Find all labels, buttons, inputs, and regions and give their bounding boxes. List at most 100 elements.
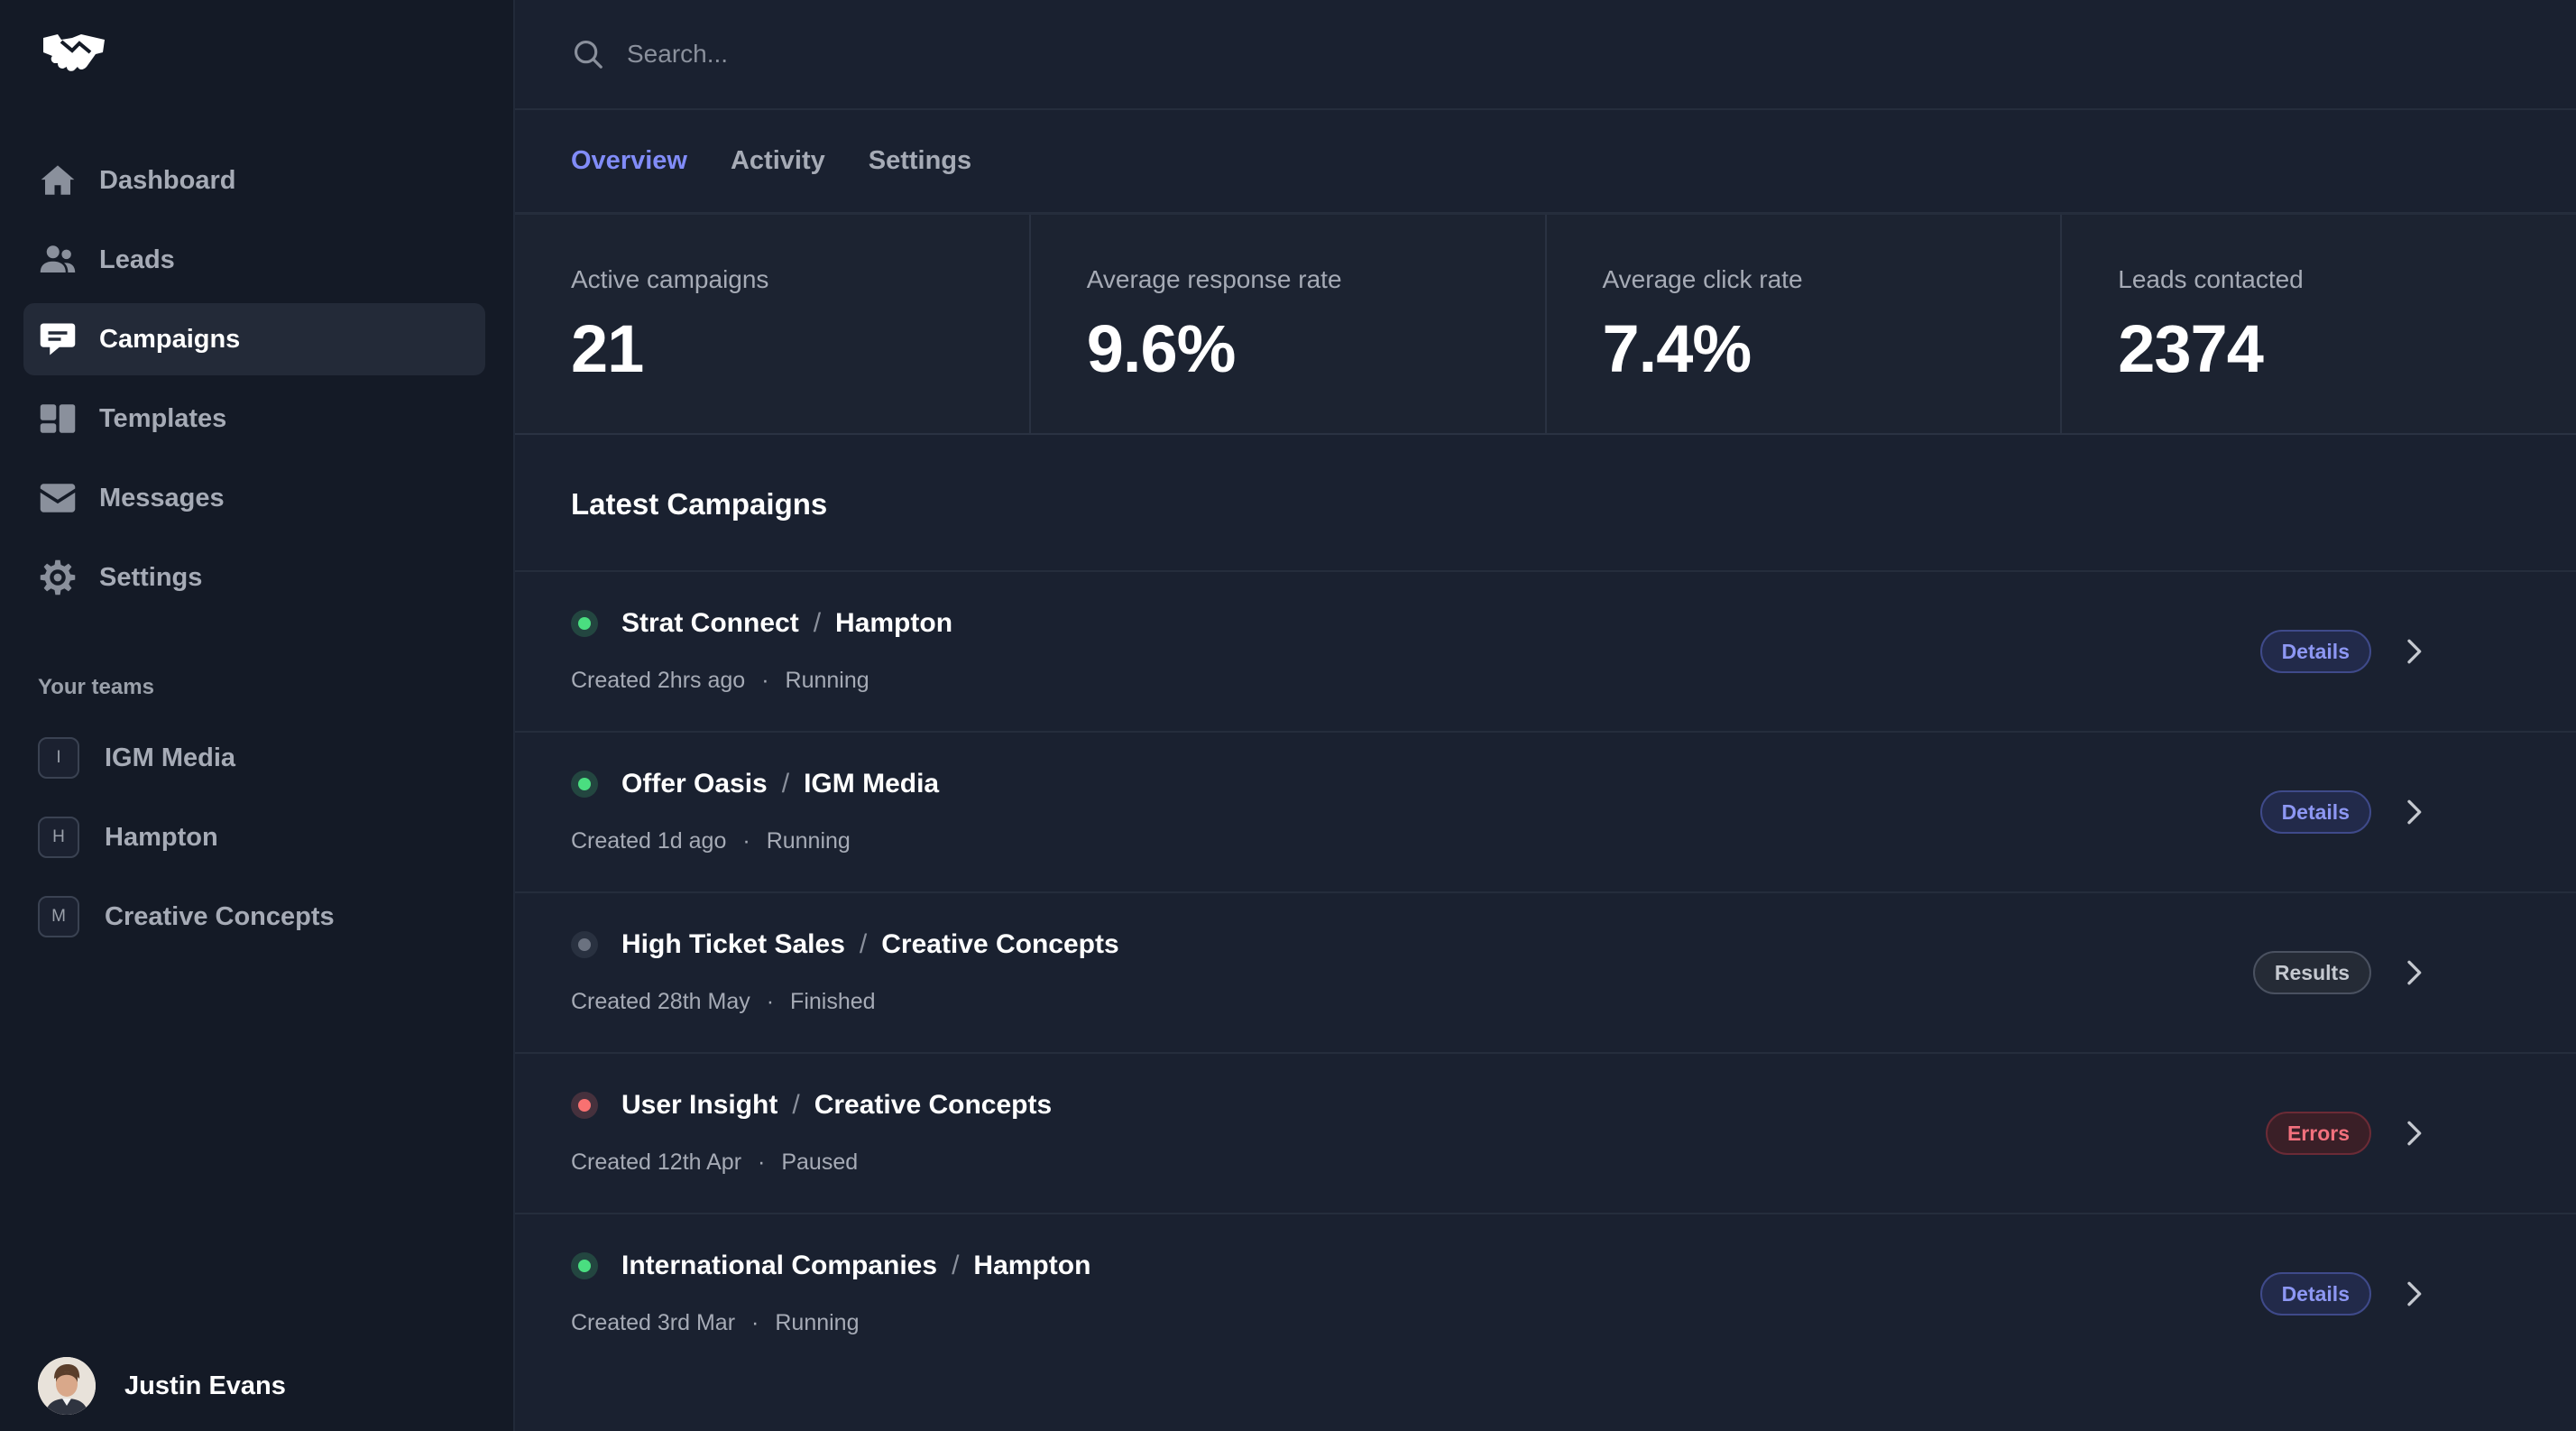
separator-slash: / <box>813 608 822 638</box>
team-initial-badge: H <box>38 817 79 858</box>
avatar <box>38 1357 96 1415</box>
status-dot <box>571 771 598 798</box>
team-item-igm-media[interactable]: I IGM Media <box>23 722 485 794</box>
campaign-team[interactable]: IGM Media <box>804 769 940 799</box>
tab-settings[interactable]: Settings <box>868 146 972 175</box>
campaign-team[interactable]: Hampton <box>973 1251 1091 1280</box>
chevron-right-icon[interactable] <box>2396 794 2432 830</box>
campaign-row: Offer Oasis / IGM Media Created 1d ago ·… <box>515 733 2576 893</box>
teams-heading: Your teams <box>38 675 154 699</box>
campaign-created: Created 3rd Mar <box>571 1310 736 1335</box>
tab-overview[interactable]: Overview <box>571 146 687 175</box>
main-nav: Dashboard Leads Campaigns Templates <box>23 144 485 621</box>
user-profile[interactable]: Justin Evans <box>38 1357 286 1415</box>
teams-list: I IGM Media H Hampton M Creative Concept… <box>23 722 485 960</box>
section-title: Latest Campaigns <box>515 435 2576 572</box>
campaign-team[interactable]: Hampton <box>835 608 953 638</box>
sidebar-item-label: Messages <box>99 483 225 512</box>
dot-separator: · <box>751 1310 759 1335</box>
campaign-row: User Insight / Creative Concepts Created… <box>515 1054 2576 1214</box>
sidebar-item-templates[interactable]: Templates <box>23 383 485 455</box>
campaign-team[interactable]: Creative Concepts <box>881 929 1119 959</box>
sidebar-item-settings[interactable]: Settings <box>23 541 485 614</box>
gear-icon <box>38 558 78 597</box>
campaign-name[interactable]: International Companies <box>621 1251 938 1280</box>
separator-slash: / <box>952 1251 960 1280</box>
dot-separator: · <box>761 668 769 693</box>
handshake-logo-icon[interactable] <box>40 31 108 76</box>
sidebar-item-messages[interactable]: Messages <box>23 462 485 534</box>
campaign-created: Created 28th May <box>571 989 750 1014</box>
separator-slash: / <box>859 929 868 959</box>
stat-value: 7.4% <box>1602 311 1753 386</box>
search-input[interactable] <box>627 40 1439 69</box>
status-dot <box>571 1092 598 1119</box>
stat-value: 9.6% <box>1086 311 1237 386</box>
team-initial-badge: I <box>38 737 79 779</box>
users-icon <box>38 240 78 280</box>
stat-active-campaigns: Active campaigns 21 <box>515 215 1031 433</box>
separator-slash: / <box>781 769 790 799</box>
separator-slash: / <box>792 1090 800 1120</box>
sidebar-item-label: Templates <box>99 403 227 433</box>
envelope-icon <box>38 478 78 518</box>
status-dot <box>571 610 598 637</box>
campaign-list: Strat Connect / Hampton Created 2hrs ago… <box>515 572 2576 1375</box>
chat-icon <box>38 319 78 359</box>
tab-bar: Overview Activity Settings <box>515 110 2576 215</box>
status-dot <box>571 931 598 958</box>
team-label: Creative Concepts <box>105 901 335 931</box>
sidebar-item-label: Dashboard <box>99 165 236 195</box>
stat-label: Average response rate <box>1086 265 1342 293</box>
team-initial-badge: M <box>38 896 79 937</box>
sidebar-item-label: Leads <box>99 245 175 274</box>
stat-label: Active campaigns <box>571 265 769 293</box>
sidebar-item-label: Campaigns <box>99 324 241 354</box>
sidebar-item-campaigns[interactable]: Campaigns <box>23 303 485 375</box>
details-button[interactable]: Details <box>2259 1272 2371 1316</box>
details-button[interactable]: Details <box>2259 630 2371 673</box>
dot-separator: · <box>766 989 775 1014</box>
team-label: IGM Media <box>105 743 236 772</box>
chevron-right-icon[interactable] <box>2396 1276 2432 1312</box>
campaign-row: High Ticket Sales / Creative Concepts Cr… <box>515 893 2576 1054</box>
sidebar-item-dashboard[interactable]: Dashboard <box>23 144 485 217</box>
campaign-row: International Companies / Hampton Create… <box>515 1214 2576 1375</box>
stats-grid: Active campaigns 21 Average response rat… <box>515 215 2576 435</box>
stat-average-click-rate: Average click rate 7.4% <box>1547 215 2063 433</box>
team-label: Hampton <box>105 822 218 852</box>
chevron-right-icon[interactable] <box>2396 633 2432 669</box>
campaign-name[interactable]: User Insight <box>621 1090 778 1120</box>
campaign-name[interactable]: Offer Oasis <box>621 769 768 799</box>
campaign-name[interactable]: Strat Connect <box>621 608 799 638</box>
stat-label: Average click rate <box>1602 265 1803 293</box>
team-item-hampton[interactable]: H Hampton <box>23 801 485 873</box>
main-content: Overview Activity Settings Active campai… <box>515 0 2576 1431</box>
details-button[interactable]: Details <box>2259 790 2371 834</box>
sidebar-item-leads[interactable]: Leads <box>23 224 485 296</box>
campaign-status: Running <box>775 1310 860 1335</box>
campaign-created: Created 2hrs ago <box>571 668 746 693</box>
campaign-row: Strat Connect / Hampton Created 2hrs ago… <box>515 572 2576 733</box>
results-button[interactable]: Results <box>2252 951 2371 994</box>
user-name: Justin Evans <box>124 1371 286 1400</box>
status-dot <box>571 1252 598 1279</box>
search-icon <box>574 40 603 69</box>
stat-average-response-rate: Average response rate 9.6% <box>1031 215 1547 433</box>
dot-separator: · <box>742 828 750 854</box>
chevron-right-icon[interactable] <box>2396 1115 2432 1151</box>
tab-activity[interactable]: Activity <box>730 146 825 175</box>
stat-leads-contacted: Leads contacted 2374 <box>2062 215 2576 433</box>
chevron-right-icon[interactable] <box>2396 955 2432 991</box>
home-icon <box>38 161 78 200</box>
dot-separator: · <box>758 1149 766 1175</box>
stat-value: 21 <box>571 311 644 386</box>
sidebar: Dashboard Leads Campaigns Templates <box>0 0 515 1431</box>
team-item-creative-concepts[interactable]: M Creative Concepts <box>23 881 485 953</box>
errors-button[interactable]: Errors <box>2265 1112 2371 1155</box>
stat-value: 2374 <box>2118 311 2264 386</box>
campaign-team[interactable]: Creative Concepts <box>814 1090 1053 1120</box>
campaign-name[interactable]: High Ticket Sales <box>621 929 845 959</box>
campaign-created: Created 1d ago <box>571 828 727 854</box>
campaign-status: Running <box>766 828 851 854</box>
